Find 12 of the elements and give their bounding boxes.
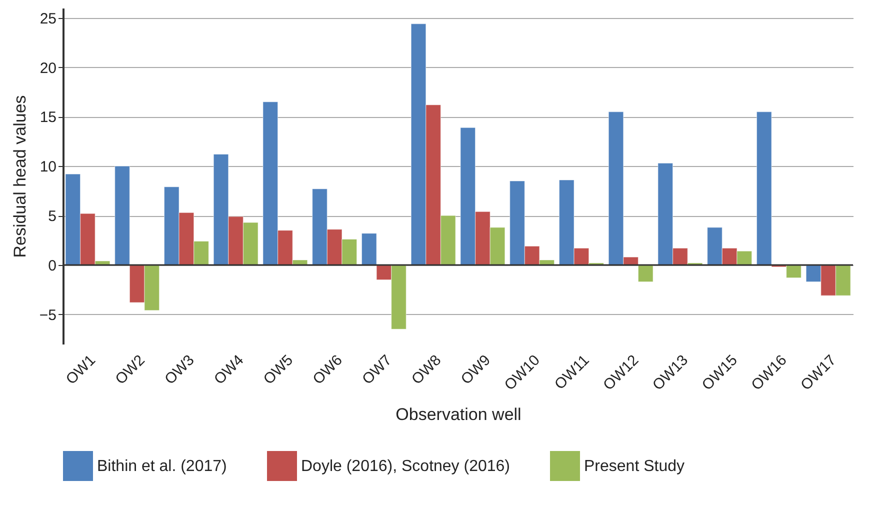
- y-tick-label: 15: [40, 109, 56, 126]
- y-tick-label: −5: [39, 306, 56, 324]
- y-tick-label: 10: [40, 158, 56, 176]
- legend-label: Present Study: [584, 458, 684, 475]
- y-tick-label: 25: [40, 10, 56, 28]
- y-tick-label: 5: [48, 208, 56, 226]
- x-axis-title: Observation well: [396, 405, 522, 424]
- y-tick-label: 20: [40, 60, 56, 77]
- legend-label: Bithin et al. (2017): [97, 458, 227, 475]
- y-axis-title: Residual head values: [10, 95, 30, 258]
- y-tick-label: 0: [48, 257, 56, 274]
- legend-label: Doyle (2016), Scotney (2016): [301, 458, 510, 475]
